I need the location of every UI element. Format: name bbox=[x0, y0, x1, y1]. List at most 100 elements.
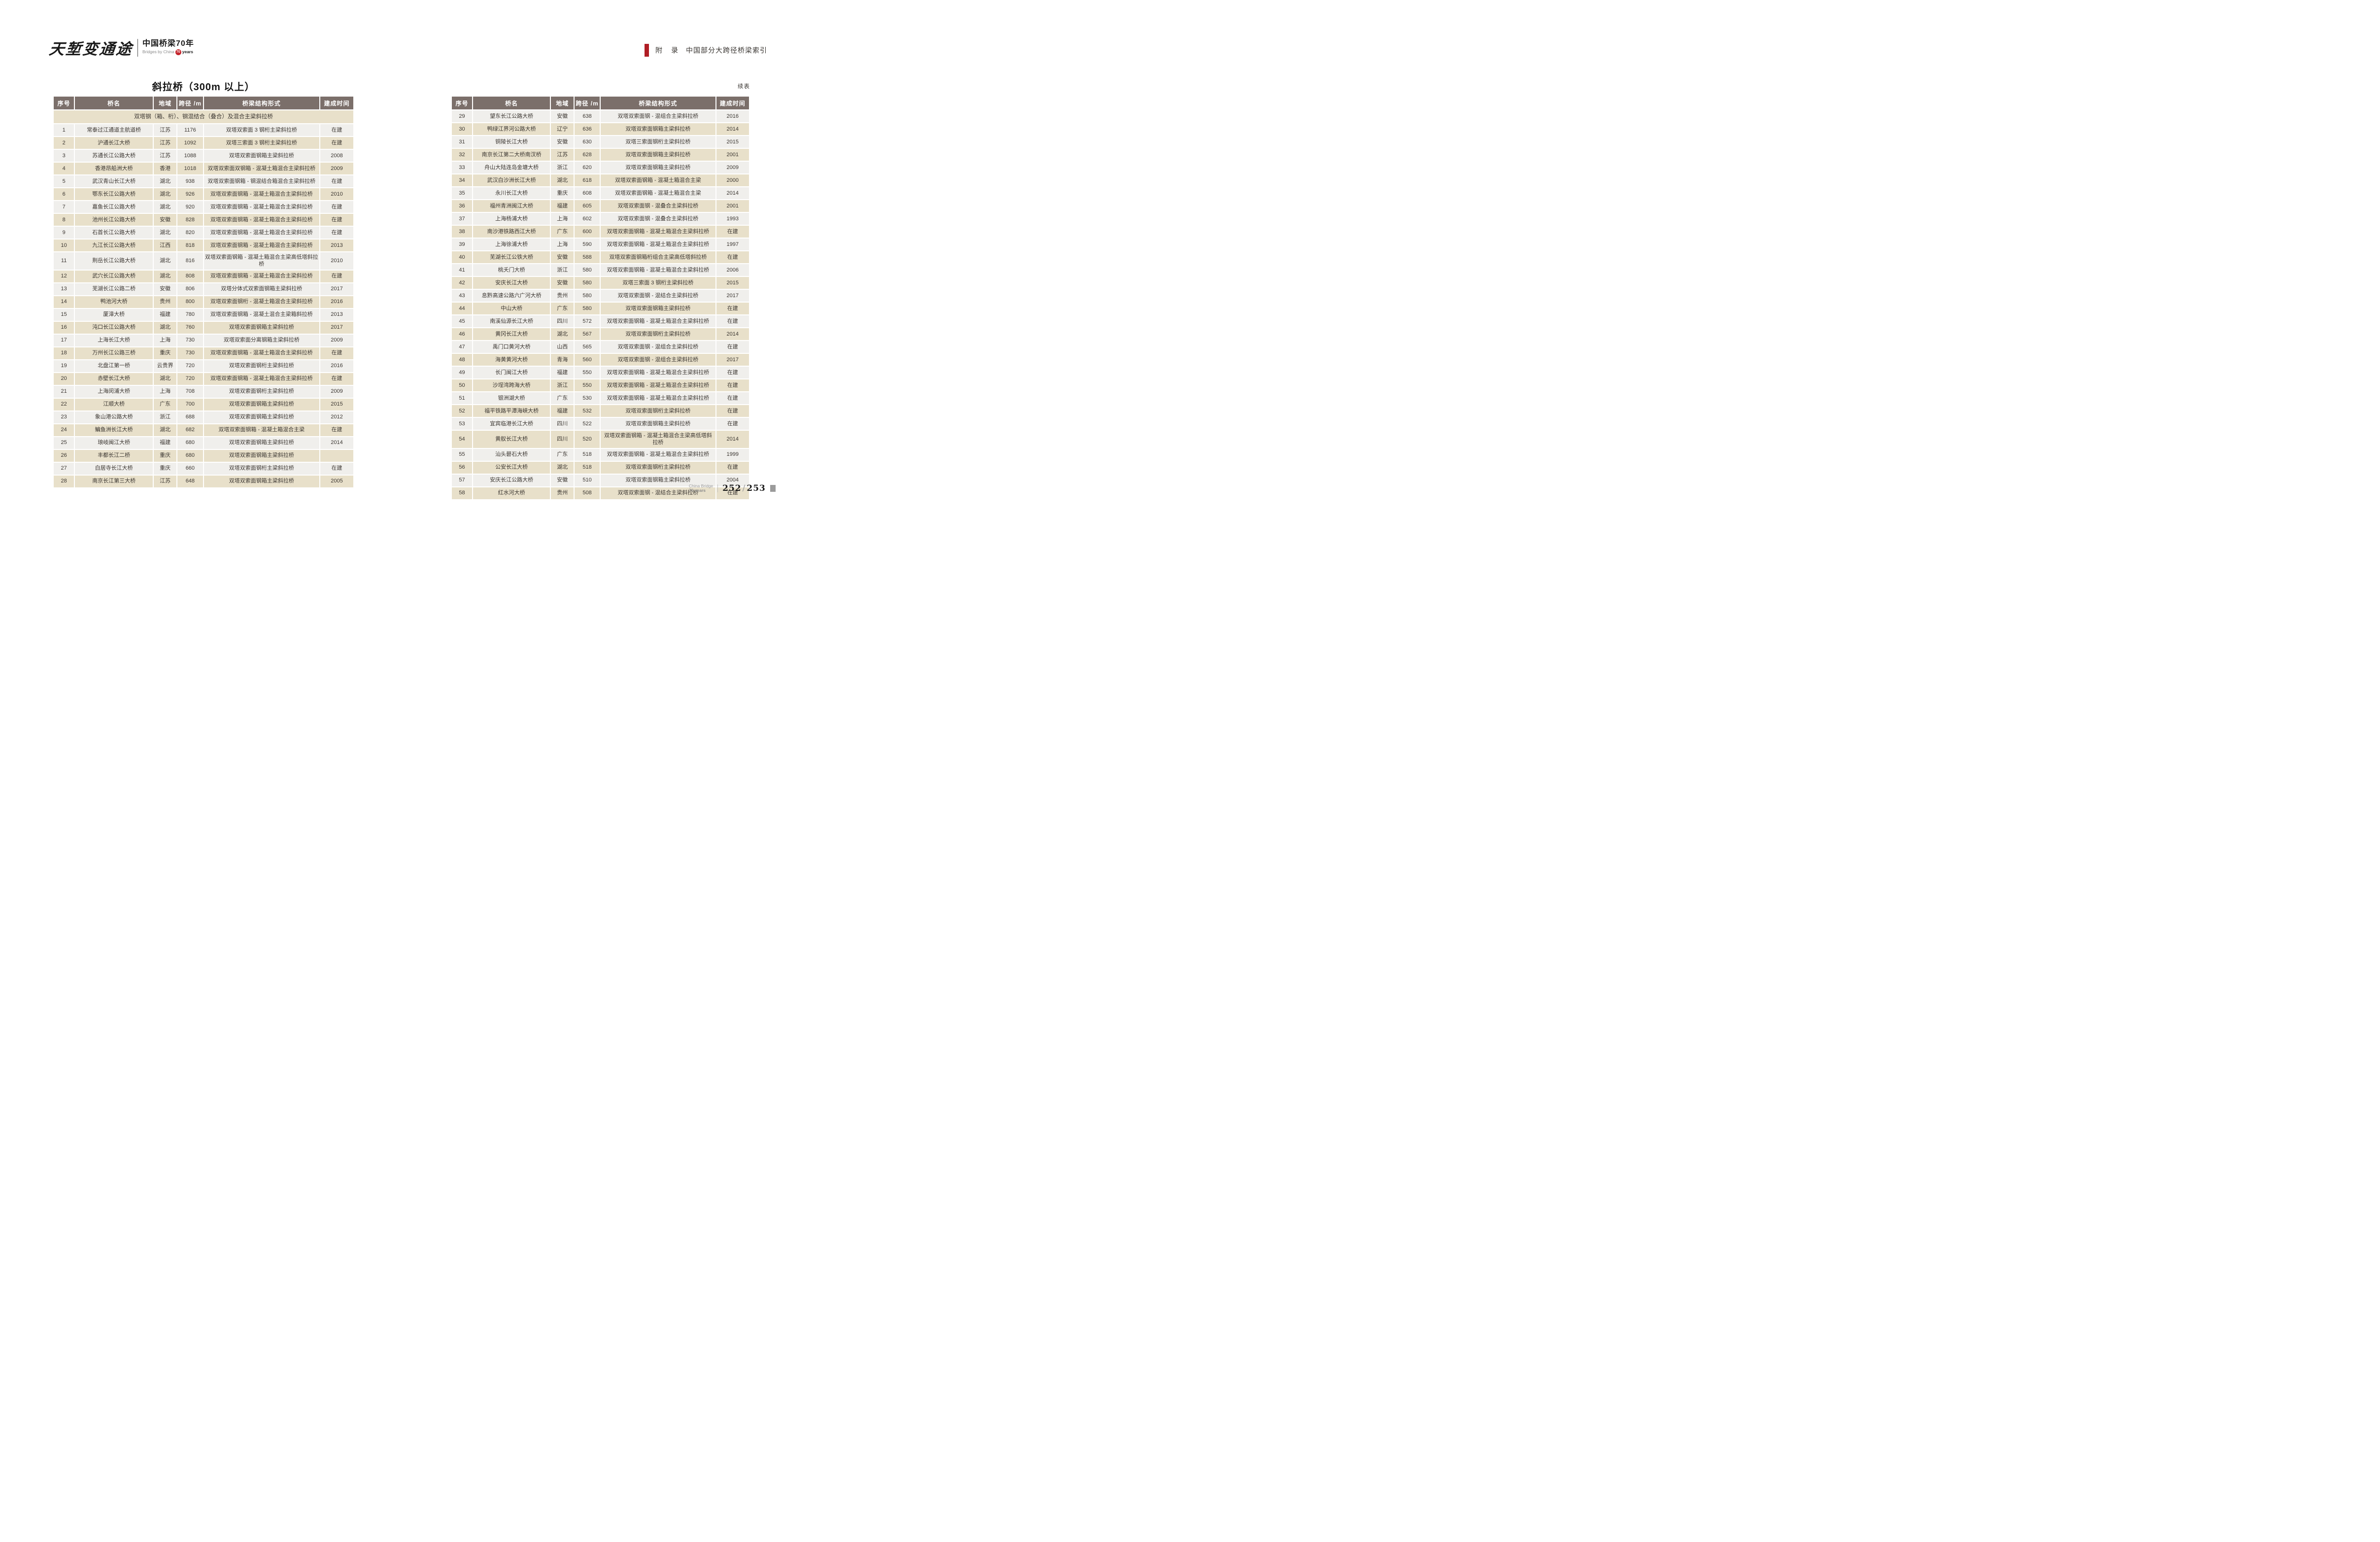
cell-no: 23 bbox=[54, 411, 74, 423]
cell-structure: 双塔双索面钢箱 - 混凝土箱混合主梁高低塔斜拉桥 bbox=[204, 252, 319, 270]
cell-structure: 双塔双索面钢箱 - 混凝土箱混合主梁斜拉桥 bbox=[204, 201, 319, 213]
table-header-row: 序号 桥名 地域 跨径 /m 桥梁结构形式 建成时间 bbox=[452, 97, 749, 109]
table-row: 15 厦漳大桥 福建 780 双塔双索面钢箱 - 混凝土混合主梁箱斜拉桥 2013 bbox=[54, 308, 353, 321]
cell-span: 600 bbox=[575, 226, 600, 238]
cell-structure: 双塔双索面钢箱 - 混凝土箱混合主梁 bbox=[601, 174, 715, 186]
cell-span: 806 bbox=[177, 283, 203, 295]
cell-bridge-name: 黄舣长江大桥 bbox=[473, 431, 550, 448]
cell-bridge-name: 海黄黄河大桥 bbox=[473, 354, 550, 366]
page-number-right: 253 bbox=[747, 483, 766, 493]
cell-bridge-name: 红水河大桥 bbox=[473, 487, 550, 499]
table-row: 42 安庆长江大桥 安徽 580 双塔三索面 3 钢桁主梁斜拉桥 2015 bbox=[452, 277, 749, 289]
cell-bridge-name: 嘉鱼长江公路大桥 bbox=[75, 201, 153, 213]
cell-region: 湖北 bbox=[551, 174, 574, 186]
cell-structure: 双塔双索面钢箱主梁斜拉桥 bbox=[204, 398, 319, 411]
cell-year: 2017 bbox=[320, 283, 353, 295]
cell-structure: 双塔双索面钢箱主梁斜拉桥 bbox=[204, 449, 319, 462]
cell-structure: 双塔双索面钢箱 - 混凝土箱混合主梁高低塔斜拉桥 bbox=[601, 431, 715, 448]
cell-region: 湖北 bbox=[551, 328, 574, 340]
table-row: 7 嘉鱼长江公路大桥 湖北 920 双塔双索面钢箱 - 混凝土箱混合主梁斜拉桥 在建 bbox=[54, 201, 353, 213]
page-numbers: 252/253 bbox=[722, 483, 766, 493]
cell-span: 638 bbox=[575, 110, 600, 122]
cell-no: 36 bbox=[452, 200, 472, 212]
table-row: 40 芜湖长江公铁大桥 安徽 588 双塔双索面钢箱桁组合主梁高低塔斜拉桥 在建 bbox=[452, 251, 749, 263]
cell-structure: 双塔双索面钢箱 - 钢混结合箱混合主梁斜拉桥 bbox=[204, 175, 319, 187]
cell-no: 51 bbox=[452, 392, 472, 404]
logo-text-block: 中国桥梁70年 Bridges by China 70 years bbox=[142, 39, 194, 55]
cell-span: 520 bbox=[575, 431, 600, 448]
cell-region: 贵州 bbox=[551, 487, 574, 499]
cell-structure: 双塔双索面钢箱桁组合主梁高低塔斜拉桥 bbox=[601, 251, 715, 263]
cell-structure: 双塔双索面钢箱 - 混凝土箱混合主梁斜拉桥 bbox=[204, 347, 319, 359]
cell-bridge-name: 铜陵长江大桥 bbox=[473, 136, 550, 148]
cell-structure: 双塔双索面钢箱主梁斜拉桥 bbox=[204, 321, 319, 334]
cell-span: 926 bbox=[177, 188, 203, 200]
cell-no: 55 bbox=[452, 448, 472, 461]
cell-no: 27 bbox=[54, 462, 74, 475]
cell-span: 518 bbox=[575, 448, 600, 461]
page-number-left: 252 bbox=[722, 483, 742, 493]
logo-subtitle: Bridges by China bbox=[142, 49, 174, 55]
cell-year: 2016 bbox=[320, 296, 353, 308]
page-footer: China Bridge 70 years 252/253 bbox=[689, 483, 776, 493]
cell-year: 在建 bbox=[320, 424, 353, 436]
column-header: 序号 bbox=[452, 97, 472, 109]
cell-year: 在建 bbox=[320, 214, 353, 226]
cell-year bbox=[320, 449, 353, 462]
cell-year: 2014 bbox=[716, 123, 749, 135]
brand-logo: 天堑变通途 中国桥梁70年 Bridges by China 70 years bbox=[48, 36, 194, 59]
cell-year: 2006 bbox=[716, 264, 749, 276]
cell-span: 532 bbox=[575, 405, 600, 417]
cell-bridge-name: 桃夭门大桥 bbox=[473, 264, 550, 276]
cell-year: 2009 bbox=[716, 162, 749, 173]
cell-bridge-name: 沌口长江公路大桥 bbox=[75, 321, 153, 334]
cell-no: 11 bbox=[54, 252, 74, 270]
cell-structure: 双塔双索面钢箱 - 混凝土箱混合主梁斜拉桥 bbox=[204, 214, 319, 226]
cell-region: 重庆 bbox=[154, 449, 177, 462]
cell-no: 29 bbox=[452, 110, 472, 122]
cell-year: 2014 bbox=[716, 187, 749, 199]
cell-region: 湖北 bbox=[154, 424, 177, 436]
cell-bridge-name: 常泰过江通道主航道桥 bbox=[75, 124, 153, 136]
cell-structure: 双塔双索面钢桁主梁斜拉桥 bbox=[601, 328, 715, 340]
table-row: 24 鳊鱼洲长江大桥 湖北 682 双塔双索面钢箱 - 混凝土箱混合主梁 在建 bbox=[54, 424, 353, 436]
cell-no: 30 bbox=[452, 123, 472, 135]
cell-bridge-name: 安庆长江大桥 bbox=[473, 277, 550, 289]
cell-region: 江苏 bbox=[154, 475, 177, 487]
logo-years: years bbox=[182, 49, 193, 55]
cell-bridge-name: 南京长江第三大桥 bbox=[75, 475, 153, 487]
cell-region: 湖北 bbox=[154, 188, 177, 200]
table-row: 36 福州青洲闽江大桥 福建 605 双塔双索面钢 - 混叠合主梁斜拉桥 2001 bbox=[452, 200, 749, 212]
cell-bridge-name: 宜宾临港长江大桥 bbox=[473, 418, 550, 430]
column-header: 建成时间 bbox=[320, 97, 353, 109]
table-row: 28 南京长江第三大桥 江苏 648 双塔双索面钢箱主梁斜拉桥 2005 bbox=[54, 475, 353, 487]
cell-year: 在建 bbox=[320, 347, 353, 359]
table-row: 3 苏通长江公路大桥 江苏 1088 双塔双索面钢箱主梁斜拉桥 2008 bbox=[54, 150, 353, 162]
footer-brand: China Bridge 70 years bbox=[689, 483, 713, 493]
cell-span: 530 bbox=[575, 392, 600, 404]
table-row: 46 黄冈长江大桥 湖北 567 双塔双索面钢桁主梁斜拉桥 2014 bbox=[452, 328, 749, 340]
table-row: 54 黄舣长江大桥 四川 520 双塔双索面钢箱 - 混凝土箱混合主梁高低塔斜拉桥 201… bbox=[452, 431, 749, 448]
table-header-row: 序号 桥名 地域 跨径 /m 桥梁结构形式 建成时间 bbox=[54, 97, 353, 109]
cell-region: 湖北 bbox=[154, 373, 177, 385]
cell-no: 48 bbox=[452, 354, 472, 366]
cell-no: 53 bbox=[452, 418, 472, 430]
cell-bridge-name: 武汉青山长江大桥 bbox=[75, 175, 153, 187]
cell-bridge-name: 象山港公路大桥 bbox=[75, 411, 153, 423]
table-row: 21 上海闵浦大桥 上海 708 双塔双索面钢桁主梁斜拉桥 2009 bbox=[54, 385, 353, 398]
cell-no: 35 bbox=[452, 187, 472, 199]
logo-subtitle-row: Bridges by China 70 years bbox=[142, 49, 194, 55]
cell-span: 580 bbox=[575, 290, 600, 302]
table-row: 18 万州长江公路三桥 重庆 730 双塔双索面钢箱 - 混凝土箱混合主梁斜拉桥 在建 bbox=[54, 347, 353, 359]
cell-no: 4 bbox=[54, 163, 74, 174]
cell-bridge-name: 禹门口黄河大桥 bbox=[473, 341, 550, 353]
cell-region: 广东 bbox=[551, 226, 574, 238]
cell-year: 在建 bbox=[716, 379, 749, 391]
cell-region: 四川 bbox=[551, 315, 574, 327]
cell-region: 福建 bbox=[551, 200, 574, 212]
cell-region: 福建 bbox=[551, 367, 574, 378]
cell-structure: 双塔双索面钢 - 混叠合主梁斜拉桥 bbox=[601, 200, 715, 212]
footer-divider bbox=[717, 484, 718, 492]
cell-region: 重庆 bbox=[154, 462, 177, 475]
cell-bridge-name: 丰都长江二桥 bbox=[75, 449, 153, 462]
